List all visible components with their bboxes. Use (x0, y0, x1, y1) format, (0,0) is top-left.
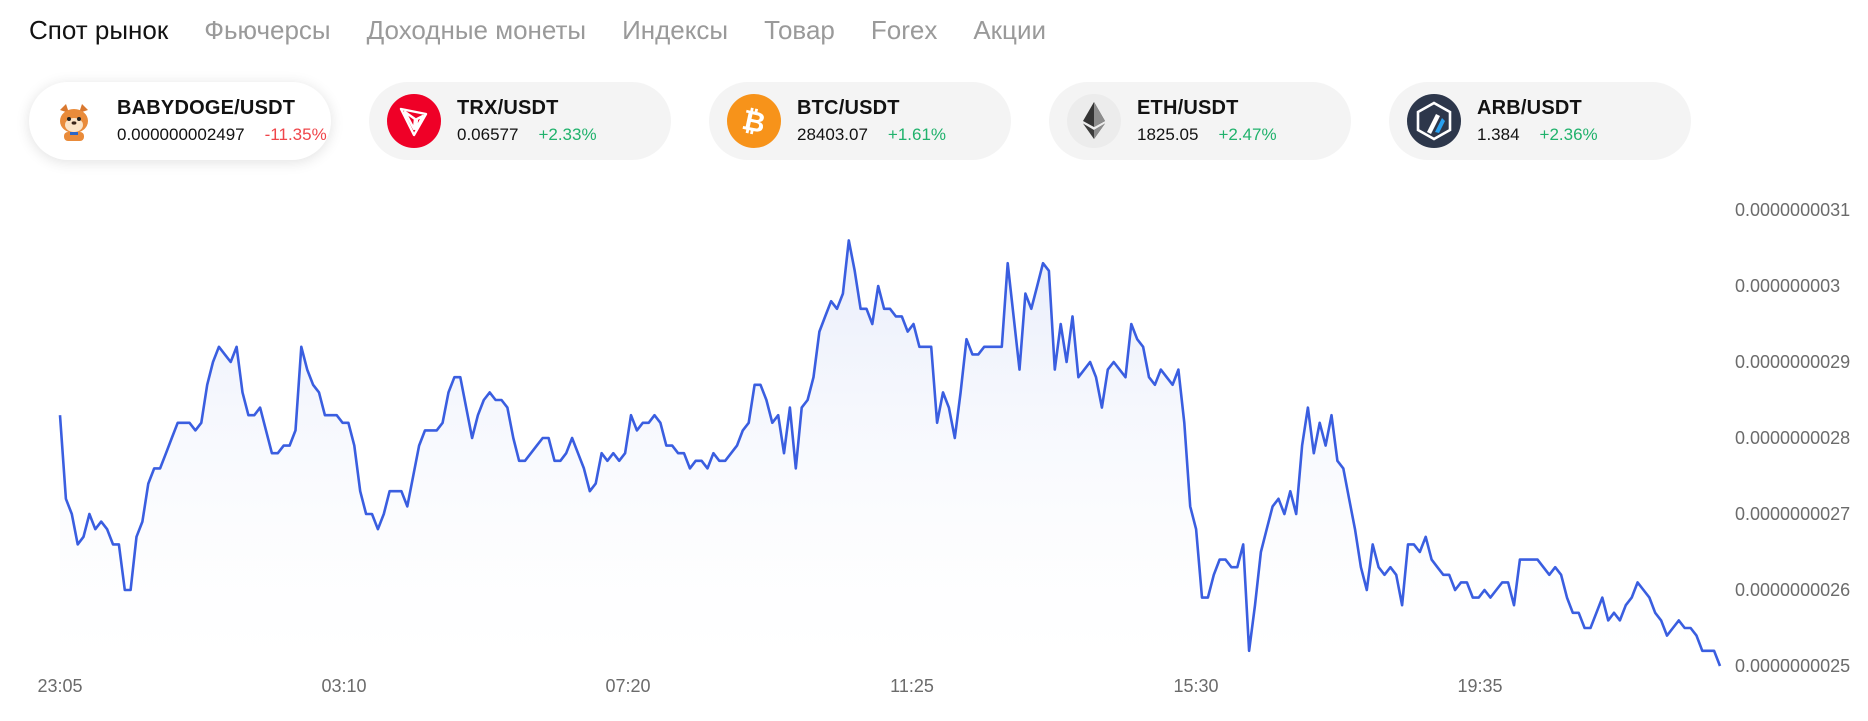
x-tick-label: 23:05 (37, 676, 82, 696)
pair-quote: 28403.07 +1.61% (797, 125, 946, 145)
x-tick-label: 07:20 (605, 676, 650, 696)
y-axis: 0.0000000031 0.000000003 0.0000000029 0.000… (1735, 200, 1850, 676)
y-tick-label: 0.0000000025 (1735, 656, 1850, 676)
y-tick-label: 0.0000000029 (1735, 352, 1850, 372)
pair-change: +2.33% (538, 125, 597, 144)
pair-quote: 0.000000002497 -11.35% (117, 125, 327, 145)
market-tabs: Спот рынок Фьючерсы Доходные монеты Индексы… (29, 10, 1082, 50)
y-tick-label: 0.0000000026 (1735, 580, 1850, 600)
pair-card-3[interactable]: ETH/USDT 1825.05 +2.47% (1049, 82, 1351, 160)
tab-1[interactable]: Фьючерсы (204, 15, 331, 45)
pair-change: +2.47% (1218, 125, 1277, 144)
pair-name: BABYDOGE/USDT (117, 97, 296, 119)
y-tick-label: 0.0000000028 (1735, 428, 1850, 448)
pair-name: ETH/USDT (1137, 97, 1239, 119)
tab-4[interactable]: Товар (764, 15, 835, 45)
x-tick-label: 15:30 (1173, 676, 1218, 696)
pair-price: 1.384 (1477, 125, 1520, 144)
plot-area (58, 239, 1722, 667)
y-tick-label: 0.000000003 (1735, 276, 1840, 296)
pair-name: ARB/USDT (1477, 97, 1582, 119)
pair-card-2[interactable]: ₿ BTC/USDT 28403.07 +1.61% (709, 82, 1011, 160)
arbitrum-icon (1407, 94, 1461, 148)
pair-change: +2.36% (1539, 125, 1598, 144)
pair-card-4[interactable]: ARB/USDT 1.384 +2.36% (1389, 82, 1691, 160)
pair-quote: 0.06577 +2.33% (457, 125, 597, 145)
pair-card-0[interactable]: BABYDOGE/USDT 0.000000002497 -11.35% (29, 82, 331, 160)
y-tick-label: 0.0000000031 (1735, 200, 1850, 220)
pair-change: +1.61% (887, 125, 947, 144)
pair-info: ETH/USDT 1825.05 +2.47% (1137, 97, 1277, 145)
x-tick-label: 11:25 (890, 676, 934, 696)
pair-price: 28403.07 (797, 125, 868, 144)
price-chart: 0.0000000031 0.000000003 0.0000000029 0.000… (37, 200, 1850, 696)
pair-info: TRX/USDT 0.06577 +2.33% (457, 97, 597, 145)
pair-info: BTC/USDT 28403.07 +1.61% (797, 97, 946, 145)
pair-info: ARB/USDT 1.384 +2.36% (1477, 97, 1598, 145)
pair-cards: BABYDOGE/USDT 0.000000002497 -11.35% TRX/US… (29, 82, 1729, 160)
y-tick-label: 0.0000000027 (1735, 504, 1850, 524)
tron-icon (387, 94, 441, 148)
pair-quote: 1825.05 +2.47% (1137, 125, 1277, 145)
pair-quote: 1.384 +2.36% (1477, 125, 1598, 145)
pair-name: BTC/USDT (797, 97, 900, 119)
pair-price: 1825.05 (1137, 125, 1199, 144)
tab-6[interactable]: Акции (973, 15, 1046, 45)
tab-3[interactable]: Индексы (622, 15, 729, 45)
pair-card-1[interactable]: TRX/USDT 0.06577 +2.33% (369, 82, 671, 160)
ethereum-icon (1067, 94, 1121, 148)
tab-2[interactable]: Доходные монеты (366, 15, 587, 45)
bitcoin-icon: ₿ (727, 94, 781, 148)
tab-5[interactable]: Forex (870, 15, 938, 45)
pair-price: 0.000000002497 (117, 125, 245, 144)
tab-0[interactable]: Спот рынок (29, 15, 169, 45)
x-tick-label: 19:35 (1457, 676, 1502, 696)
pair-name: TRX/USDT (457, 97, 559, 119)
x-tick-label: 03:10 (321, 676, 366, 696)
pair-info: BABYDOGE/USDT 0.000000002497 -11.35% (117, 97, 327, 145)
babydoge-icon (47, 94, 101, 148)
pair-change: -11.35% (264, 125, 327, 144)
price-area-fill (60, 240, 1720, 666)
price-line (58, 239, 1722, 667)
x-axis: 23:05 03:10 07:20 11:25 15:30 19:35 (37, 676, 1502, 696)
pair-price: 0.06577 (457, 125, 519, 144)
